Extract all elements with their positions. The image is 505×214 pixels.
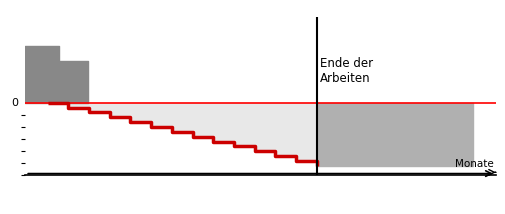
Text: Ende der
Arbeiten: Ende der Arbeiten: [319, 57, 372, 85]
Text: 0: 0: [12, 98, 19, 108]
Text: Monate: Monate: [454, 159, 493, 169]
Polygon shape: [47, 103, 316, 166]
